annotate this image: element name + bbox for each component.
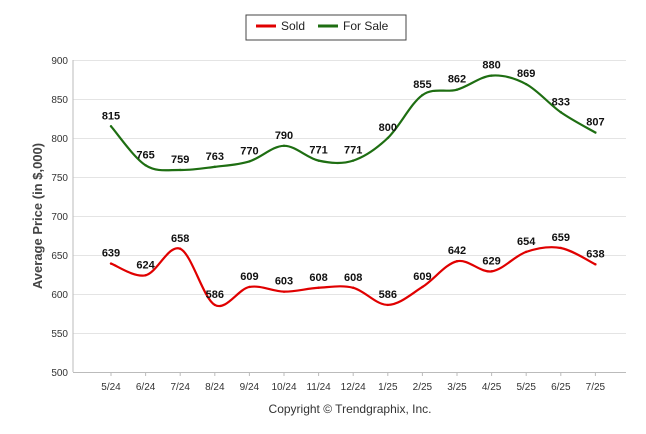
sold-data-label: 608 (344, 272, 362, 284)
for-sale-data-label: 800 (379, 122, 397, 134)
x-tick-label: 6/25 (551, 382, 571, 393)
for-sale-data-point (179, 168, 182, 172)
for-sale-data-point (109, 125, 113, 128)
y-tick-label: 850 (51, 95, 68, 106)
axes (72, 60, 626, 373)
sold-data-label: 586 (206, 289, 224, 301)
for-sale-data-point (386, 136, 389, 140)
x-tick-label: 7/24 (170, 382, 190, 393)
sold-data-label: 624 (136, 259, 155, 271)
sold-data-label: 603 (275, 276, 293, 288)
sold-data-label: 629 (482, 255, 500, 267)
sold-data-point (455, 260, 459, 263)
for-sale-data-point (455, 88, 459, 91)
sold-data-label: 654 (517, 236, 536, 248)
for-sale-data-point (421, 93, 424, 97)
for-sale-data-point (248, 160, 251, 163)
sold-data-label: 638 (586, 248, 604, 260)
x-tick-label: 2/25 (413, 382, 433, 393)
x-tick-label: 5/25 (516, 382, 536, 393)
copyright-text: Copyright © Trendgraphix, Inc. (269, 402, 432, 416)
for-sale-data-label: 771 (344, 145, 362, 157)
y-axis-title: Average Price (in $,000) (30, 143, 45, 289)
for-sale-data-label: 833 (552, 96, 570, 108)
for-sale-data-label: 815 (102, 110, 120, 122)
for-sale-data-label: 862 (448, 74, 466, 86)
for-sale-data-point (594, 131, 597, 134)
x-tick-label: 1/25 (378, 382, 398, 393)
for-sale-data-label: 765 (136, 149, 154, 161)
sold-data-point (213, 303, 216, 307)
sold-data-point (386, 303, 389, 307)
sold-data-label: 642 (448, 245, 466, 257)
x-tick-label: 8/24 (205, 382, 225, 393)
sold-data-label: 609 (413, 271, 431, 283)
x-tick-label: 4/25 (482, 382, 502, 393)
x-tick-label: 3/25 (447, 382, 467, 393)
y-tick-labels: 500 550 600 650 700 750 800 850 900 (51, 56, 68, 379)
x-tick-label: 7/25 (586, 382, 606, 393)
for-sale-data-label: 763 (206, 151, 224, 163)
sold-data-label: 639 (102, 248, 120, 260)
sold-data-point (282, 290, 286, 293)
for-sale-data-label: 855 (413, 79, 431, 91)
for-sale-data-label: 771 (309, 145, 327, 157)
y-tick-label: 500 (51, 368, 68, 379)
for-sale-data-point (352, 159, 355, 162)
sold-data-point (352, 286, 355, 289)
sold-data-point (179, 247, 182, 250)
sold-data-point (421, 285, 424, 289)
y-tick-label: 650 (51, 251, 68, 262)
x-tick-label: 11/24 (306, 382, 331, 393)
x-tick-label: 10/24 (271, 382, 296, 393)
legend-item-sold: Sold (256, 19, 305, 33)
for-sale-data-label: 770 (240, 145, 258, 157)
sold-data-point (490, 270, 493, 273)
for-sale-data-label: 880 (482, 60, 500, 72)
legend-label: For Sale (343, 19, 389, 33)
sold-data-label: 609 (240, 271, 258, 283)
sold-data-label: 658 (171, 233, 189, 245)
x-tick-label: 9/24 (240, 382, 260, 393)
for-sale-data-point (525, 82, 528, 86)
y-tick-label: 800 (51, 134, 68, 145)
grid-lines (73, 60, 626, 334)
sold-data-point (594, 263, 597, 266)
x-tick-label: 6/24 (136, 382, 156, 393)
legend-item-for-sale: For Sale (318, 19, 389, 33)
for-sale-data-point (282, 144, 286, 147)
sold-data-point (109, 262, 113, 265)
x-tick-labels: 5/24 6/24 7/24 8/24 9/24 10/24 11/24 12/24 1/25 2… (101, 372, 606, 393)
data-labels: 639 624 658 586 609 603 608 608 586 609 642 629 654 6… (102, 60, 605, 301)
for-sale-data-point (317, 159, 320, 162)
for-sale-data-label: 869 (517, 68, 535, 80)
x-tick-label: 5/24 (101, 382, 121, 393)
for-sale-data-point (559, 111, 562, 114)
sold-data-label: 586 (379, 289, 397, 301)
for-sale-data-label: 807 (586, 117, 604, 129)
legend-label: Sold (281, 19, 305, 33)
for-sale-data-point (213, 165, 216, 169)
legend: Sold For Sale (245, 14, 407, 41)
for-sale-data-label: 790 (275, 130, 293, 142)
y-tick-label: 900 (51, 56, 68, 67)
for-sale-data-label: 759 (171, 154, 189, 166)
y-tick-label: 700 (51, 212, 68, 223)
for-sale-data-point (490, 74, 493, 77)
y-tick-label: 750 (51, 173, 68, 184)
for-sale-data-point (144, 164, 147, 167)
y-tick-label: 550 (51, 329, 68, 340)
sold-data-point (144, 274, 147, 277)
y-tick-label: 600 (51, 290, 68, 301)
sold-data-point (559, 246, 562, 250)
sold-data-point (317, 286, 320, 289)
sold-data-label: 659 (552, 232, 570, 244)
sold-data-point (248, 285, 251, 289)
series-lines (109, 74, 597, 308)
sold-data-label: 608 (309, 272, 327, 284)
x-tick-label: 12/24 (341, 382, 366, 393)
sold-data-point (525, 250, 528, 254)
